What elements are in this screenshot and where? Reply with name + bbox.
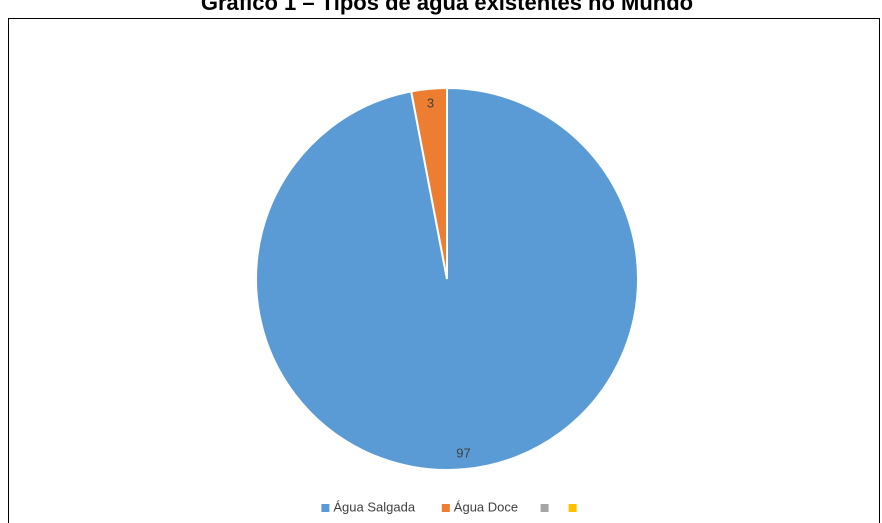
legend-label: Água Salgada <box>333 499 415 514</box>
pie-slice <box>410 86 448 280</box>
data-label: 3 <box>427 95 434 110</box>
legend-marker <box>321 504 330 512</box>
data-label: 97 <box>456 445 470 460</box>
legend-marker <box>568 504 577 512</box>
legend-marker <box>540 504 549 512</box>
chart-title: Gráfico 1 – Tipos de água existentes no … <box>201 0 693 15</box>
legend-marker <box>441 504 450 512</box>
legend-label: Água Doce <box>454 499 518 514</box>
